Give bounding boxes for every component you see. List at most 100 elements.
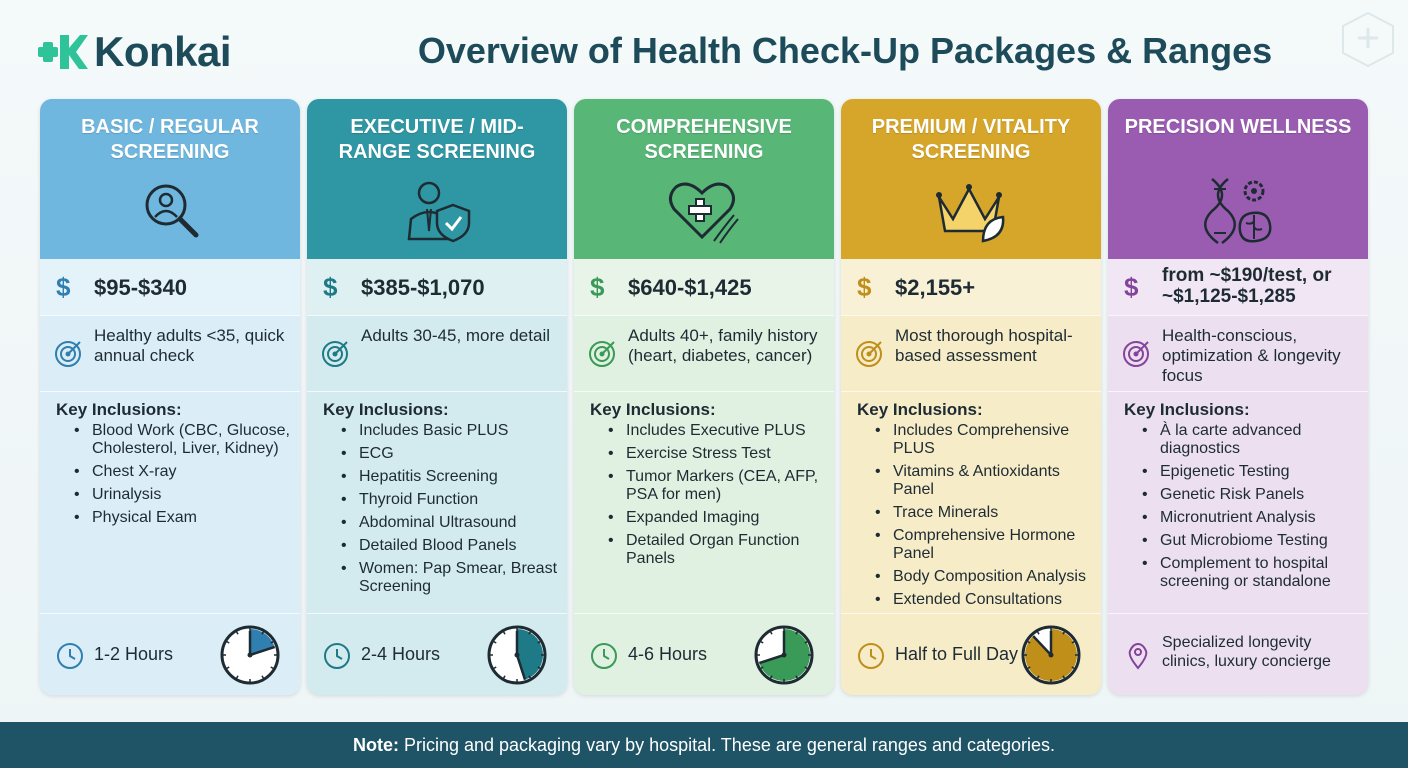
magnifier-person-icon: [145, 184, 199, 238]
card-title: EXECUTIVE / MID-RANGE SCREENING: [338, 116, 536, 163]
target-icon: [1123, 341, 1149, 367]
dollar-icon: $: [1124, 272, 1139, 302]
price-section: $ $385-$1,070: [307, 259, 567, 315]
inclusion-item: Abdominal Ultrasound: [341, 514, 563, 532]
inclusion-item: Body Composition Analysis: [875, 568, 1097, 586]
inclusion-item: Vitamins & Antioxidants Panel: [875, 463, 1097, 499]
price-range: $640-$1,425: [628, 275, 752, 300]
price-section: $ $640-$1,425: [574, 259, 834, 315]
package-card[interactable]: EXECUTIVE / MID-RANGE SCREENING $ $385-$1,…: [307, 99, 567, 695]
brand-name: Konkai: [94, 28, 232, 75]
duration-text: 1-2 Hours: [94, 644, 174, 664]
target-audience: Most thorough hospital-based assessment: [841, 315, 1101, 391]
target-audience: Health-conscious, optimization & longevi…: [1108, 315, 1368, 391]
inclusion-item: Hepatitis Screening: [341, 468, 563, 486]
target-audience: Adults 40+, family history (heart, diabe…: [574, 315, 834, 391]
inclusions-heading: Key Inclusions:: [857, 400, 983, 419]
target-audience: Healthy adults <35, quick annual check: [40, 315, 300, 391]
price-range: from ~$190/test, or ~$1,125-$1,285: [1162, 265, 1332, 307]
inclusion-item: Expanded Imaging: [608, 509, 830, 527]
card-header: PRECISION WELLNESS: [1108, 99, 1368, 259]
inclusions-section: Key Inclusions: À la carte advanced diagn…: [1108, 391, 1368, 613]
inclusion-item: Micronutrient Analysis: [1142, 509, 1364, 527]
inclusion-item: Comprehensive Hormone Panel: [875, 527, 1097, 563]
inclusion-item: Urinalysis: [74, 486, 296, 504]
duration-text: 4-6 Hours: [628, 644, 708, 664]
inclusions-list: Includes Comprehensive PLUS Vitamins & An…: [875, 422, 1097, 614]
konkai-logo-icon: [38, 35, 88, 69]
dollar-icon: $: [590, 272, 605, 302]
inclusion-item: Complement to hospital screening or stan…: [1142, 555, 1364, 591]
target-icon: [589, 341, 615, 367]
inclusion-item: Epigenetic Testing: [1142, 463, 1364, 481]
target-audience: Adults 30-45, more detail: [307, 315, 567, 391]
target-icon: [55, 341, 81, 367]
card-title: PRECISION WELLNESS: [1124, 116, 1352, 138]
dna-gear-brain-icon: [1204, 178, 1272, 245]
target-text: Adults 30-45, more detail: [361, 326, 550, 345]
target-text: Healthy adults <35, quick annual check: [94, 326, 285, 365]
duration-section: 2-4 Hours: [307, 613, 567, 695]
inclusions-heading: Key Inclusions:: [56, 400, 182, 419]
duration-fill: [517, 629, 544, 680]
target-icon: [856, 341, 882, 367]
card-title: PREMIUM / VITALITY SCREENING: [871, 116, 1071, 163]
page-header: Konkai Overview of Health Check-Up Packa…: [0, 0, 1408, 100]
dollar-icon: $: [323, 272, 338, 302]
duration-clock-icon: [1021, 625, 1081, 685]
inclusion-item: Exercise Stress Test: [608, 445, 830, 463]
inclusions-list: Includes Basic PLUS ECG Hepatitis Screenin…: [341, 422, 563, 601]
duration-section: Specialized longevity clinics, luxury co…: [1108, 613, 1368, 695]
inclusion-item: Physical Exam: [74, 509, 296, 527]
inclusions-heading: Key Inclusions:: [1124, 400, 1250, 419]
package-card[interactable]: BASIC / REGULAR SCREENING $ $95-$340 Health…: [40, 99, 300, 695]
decorative-hex-icon: [1342, 11, 1394, 68]
logo[interactable]: Konkai: [38, 28, 232, 76]
package-card[interactable]: PREMIUM / VITALITY SCREENING $ $2,155+ Most…: [841, 99, 1101, 695]
inclusion-item: Women: Pap Smear, Breast Screening: [341, 560, 563, 596]
inclusion-item: Gut Microbiome Testing: [1142, 532, 1364, 550]
page-title: Overview of Health Check-Up Packages & R…: [417, 30, 1273, 71]
inclusions-section: Key Inclusions: Includes Executive PLUS Ex…: [574, 391, 834, 613]
inclusions-section: Key Inclusions: Includes Comprehensive PL…: [841, 391, 1101, 613]
card-header: COMPREHENSIVE SCREENING: [574, 99, 834, 259]
duration-clock-icon: [754, 625, 814, 685]
duration-section: Half to Full Day: [841, 613, 1101, 695]
inclusions-list: Includes Executive PLUS Exercise Stress T…: [608, 422, 830, 573]
duration-section: 1-2 Hours: [40, 613, 300, 695]
inclusion-item: Blood Work (CBC, Glucose, Cholesterol, L…: [74, 422, 296, 458]
note-bar: Note: Pricing and packaging vary by hosp…: [0, 722, 1408, 768]
price-section: $ from ~$190/test, or ~$1,125-$1,285: [1108, 259, 1368, 315]
clock-icon: [324, 643, 350, 669]
target-text: Most thorough hospital-based assessment: [895, 326, 1073, 365]
note-text: Pricing and packaging vary by hospital. …: [398, 735, 1056, 755]
target-text: Health-conscious, optimization & longevi…: [1162, 326, 1341, 385]
dollar-icon: $: [857, 272, 872, 302]
package-card[interactable]: COMPREHENSIVE SCREENING $ $640-$1,425 Adult…: [574, 99, 834, 695]
inclusions-heading: Key Inclusions:: [323, 400, 449, 419]
card-header: PREMIUM / VITALITY SCREENING: [841, 99, 1101, 259]
inclusion-item: Genetic Risk Panels: [1142, 486, 1364, 504]
inclusion-item: ECG: [341, 445, 563, 463]
package-cards: BASIC / REGULAR SCREENING $ $95-$340 Health…: [40, 99, 1368, 695]
duration-text: 2-4 Hours: [361, 644, 441, 664]
inclusion-item: Tumor Markers (CEA, AFP, PSA for men): [608, 468, 830, 504]
clock-icon: [858, 643, 884, 669]
price-section: $ $2,155+: [841, 259, 1101, 315]
inclusions-section: Key Inclusions: Blood Work (CBC, Glucose,…: [40, 391, 300, 613]
target-icon: [322, 341, 348, 367]
package-card[interactable]: PRECISION WELLNESS $ from ~$190/test, or ~…: [1108, 99, 1368, 695]
duration-text: Specialized longevity clinics, luxury co…: [1162, 634, 1331, 670]
card-title: COMPREHENSIVE SCREENING: [616, 116, 792, 163]
inclusions-list: Blood Work (CBC, Glucose, Cholesterol, L…: [74, 422, 296, 532]
location-pin-icon: [1128, 642, 1148, 670]
inclusion-item: Trace Minerals: [875, 504, 1097, 522]
price-section: $ $95-$340: [40, 259, 300, 315]
inclusion-item: Chest X-ray: [74, 463, 296, 481]
clock-icon: [57, 643, 83, 669]
card-header: EXECUTIVE / MID-RANGE SCREENING: [307, 99, 567, 259]
card-header: BASIC / REGULAR SCREENING: [40, 99, 300, 259]
heart-dna-icon: [669, 182, 739, 244]
duration-clock-icon: [220, 625, 280, 685]
price-range: $385-$1,070: [361, 275, 485, 300]
